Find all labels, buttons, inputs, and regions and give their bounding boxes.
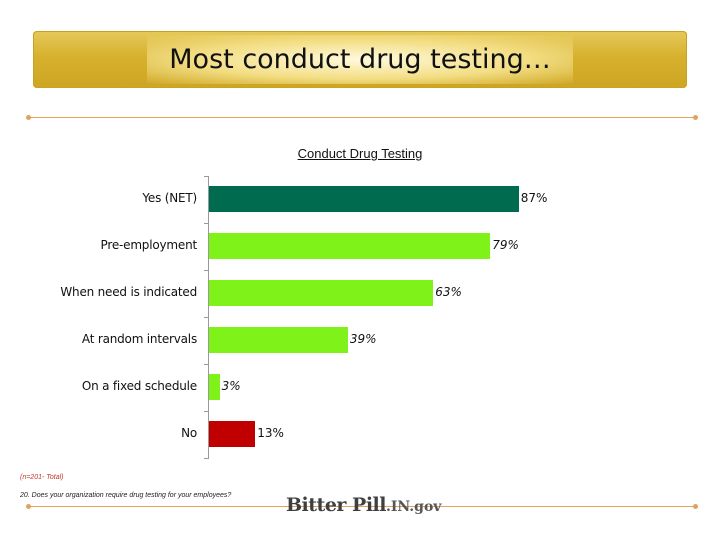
axis-tick — [204, 223, 209, 224]
axis-tick — [204, 364, 209, 365]
bar — [209, 374, 220, 400]
title-banner: Most conduct drug testing… — [33, 31, 687, 88]
axis-tick — [204, 458, 209, 459]
axis-tick — [204, 317, 209, 318]
category-label: When need is indicated — [60, 285, 197, 299]
logo-sub-text: .IN.gov — [385, 499, 442, 515]
footnote-question: 20. Does your organization require drug … — [20, 492, 232, 499]
category-label: No — [181, 426, 197, 440]
value-label: 13% — [257, 426, 284, 440]
value-label: 3% — [221, 379, 241, 393]
bar — [209, 327, 348, 353]
bottom-divider-right-dot — [693, 504, 698, 509]
bar — [209, 186, 519, 212]
value-label: 87% — [520, 191, 548, 205]
bottom-divider-left-dot — [26, 504, 31, 509]
value-label: 79% — [492, 238, 519, 252]
footnote-base: (n=201- Total) — [20, 474, 64, 481]
category-label: On a fixed schedule — [81, 379, 197, 393]
category-label: Yes (NET) — [142, 191, 197, 205]
bar — [209, 280, 434, 306]
bitter-pill-logo: Bitter Pill.IN.gov — [286, 494, 441, 516]
top-divider — [28, 117, 698, 118]
chart-title: Conduct Drug Testing — [297, 146, 423, 161]
value-label: 39% — [349, 332, 377, 346]
bar — [209, 233, 491, 259]
logo-main-text: Bitter Pill — [286, 494, 386, 516]
category-label: Pre-employment — [100, 238, 198, 252]
top-divider-left-dot — [26, 115, 31, 120]
axis-tick — [204, 411, 209, 412]
value-label: 63% — [435, 285, 462, 299]
slide-title: Most conduct drug testing… — [169, 44, 551, 75]
axis-tick — [204, 270, 209, 271]
top-divider-right-dot — [693, 115, 698, 120]
category-label: At random intervals — [81, 332, 197, 346]
bar — [209, 421, 256, 447]
title-banner-glow — [147, 35, 573, 84]
axis-tick — [204, 176, 209, 177]
bottom-divider — [28, 506, 698, 507]
